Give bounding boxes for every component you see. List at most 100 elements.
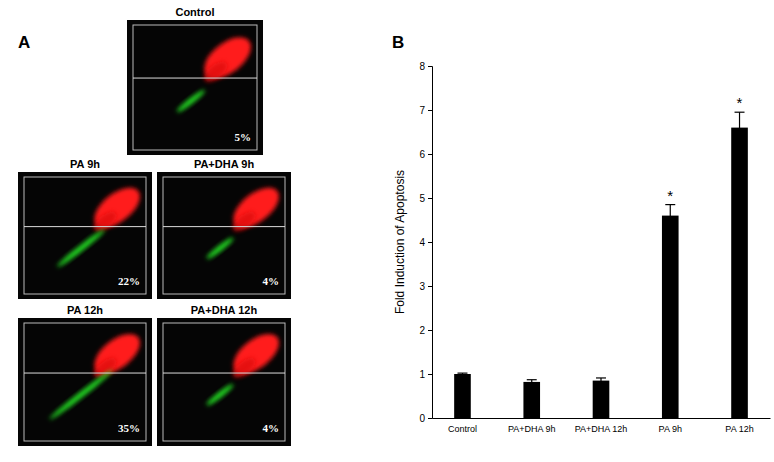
y-tick-label: 3: [419, 281, 425, 292]
y-tick-mark: [428, 198, 432, 199]
error-cap: [527, 379, 537, 380]
x-tick: PA+DHA 9h: [508, 418, 556, 434]
y-tick-label: 8: [419, 61, 425, 72]
y-tick: 0: [419, 413, 432, 424]
x-tick-label: PA+DHA 12h: [575, 424, 628, 434]
y-tick-mark: [428, 330, 432, 331]
apoptosis-label: 22%: [118, 275, 140, 287]
figure: ABControl5%PA 9h22%PA+DHA 9h4%PA 12h35%P…: [0, 0, 774, 462]
y-tick: 8: [419, 61, 432, 72]
gate-line: [24, 373, 146, 374]
x-tick-label: PA+DHA 9h: [508, 424, 556, 434]
x-tick-label: PA 12h: [725, 424, 753, 434]
x-axis-line: [433, 418, 771, 419]
error-cap: [596, 377, 606, 378]
x-tick: PA+DHA 12h: [575, 418, 628, 434]
gate-line: [163, 373, 285, 374]
y-tick-label: 1: [419, 369, 425, 380]
red-population: [91, 208, 120, 235]
flow-title: Control: [175, 6, 214, 18]
apoptosis-label: 4%: [263, 275, 280, 287]
significance-marker: *: [737, 94, 743, 111]
error-cap: [665, 204, 675, 205]
y-tick: 6: [419, 149, 432, 160]
flow-plot: PA 9h 22%: [18, 158, 152, 299]
flow-title: PA+DHA 9h: [194, 158, 254, 170]
flow-frame: [24, 323, 146, 441]
x-tick-label: Control: [448, 424, 477, 434]
flow-frame: [163, 177, 285, 294]
y-tick-label: 7: [419, 105, 425, 116]
gate-line: [133, 78, 257, 79]
flow-background: [157, 172, 291, 299]
flow-area: [205, 326, 285, 407]
error-stem: [739, 112, 740, 143]
red-population: [230, 355, 259, 382]
y-tick: 5: [419, 193, 432, 204]
green-population: [205, 382, 235, 407]
red-population: [201, 58, 231, 85]
bar: [523, 382, 540, 418]
error-bar: [735, 112, 745, 143]
y-tick-mark: [428, 66, 432, 67]
flow-plot: PA+DHA 9h 4%: [157, 158, 291, 299]
bar: [731, 128, 748, 418]
bar: [662, 216, 679, 418]
y-tick-label: 2: [419, 325, 425, 336]
significance-marker: *: [667, 187, 673, 204]
flow-background: [18, 318, 152, 446]
gate-line: [163, 226, 285, 227]
red-population: [230, 208, 259, 235]
y-tick: 2: [419, 325, 432, 336]
green-population: [48, 368, 114, 422]
x-axis: Control PA+DHA 9h PA+DHA 12h PA 9h PA 12h: [433, 418, 771, 434]
panel-label: B: [392, 33, 404, 52]
y-tick-mark: [428, 374, 432, 375]
flow-plot: PA+DHA 12h 4%: [157, 304, 291, 446]
flow-area: [55, 180, 146, 269]
y-tick-mark: [428, 154, 432, 155]
error-bar: [596, 378, 606, 383]
y-tick-label: 4: [419, 237, 425, 248]
plot-area: [454, 112, 748, 418]
y-tick-label: 5: [419, 193, 425, 204]
bar: [454, 374, 471, 418]
y-axis: 0 1 2 3 4 5 6 7 8: [419, 61, 432, 424]
flow-background: [127, 20, 263, 155]
apoptosis-label: 5%: [235, 131, 252, 143]
y-tick-label: 6: [419, 149, 425, 160]
flow-title: PA 12h: [67, 304, 103, 316]
apoptosis-label: 4%: [263, 422, 280, 434]
flow-frame: [133, 25, 257, 150]
apoptosis-label: 35%: [118, 422, 140, 434]
x-tick: Control: [448, 418, 477, 434]
error-bar: [527, 380, 537, 384]
error-stem: [531, 380, 532, 384]
flow-area: [205, 180, 285, 261]
flow-title: PA+DHA 12h: [191, 304, 258, 316]
error-stem: [600, 378, 601, 383]
x-tick-label: PA 9h: [659, 424, 682, 434]
flow-background: [18, 172, 152, 299]
x-tick: PA 12h: [725, 418, 753, 434]
y-tick-label: 0: [419, 413, 425, 424]
flow-frame: [24, 177, 146, 294]
green-population: [55, 227, 106, 269]
y-tick-mark: [428, 418, 432, 419]
y-tick: 4: [419, 237, 432, 248]
gate-line: [24, 226, 146, 227]
green-population: [205, 236, 235, 261]
panel-label: A: [18, 33, 30, 52]
y-tick-mark: [428, 286, 432, 287]
x-tick: PA 9h: [659, 418, 682, 434]
error-bar: [457, 373, 467, 375]
y-axis-title: Fold Induction of Apoptosis: [393, 170, 407, 314]
y-tick-mark: [428, 110, 432, 111]
y-tick: 1: [419, 369, 432, 380]
error-bar: [665, 205, 675, 227]
flow-title: PA 9h: [70, 158, 100, 170]
flow-area: [175, 29, 257, 114]
flow-plot: PA 12h 35%: [18, 304, 152, 446]
error-cap: [735, 112, 745, 113]
flow-area: [48, 326, 146, 421]
